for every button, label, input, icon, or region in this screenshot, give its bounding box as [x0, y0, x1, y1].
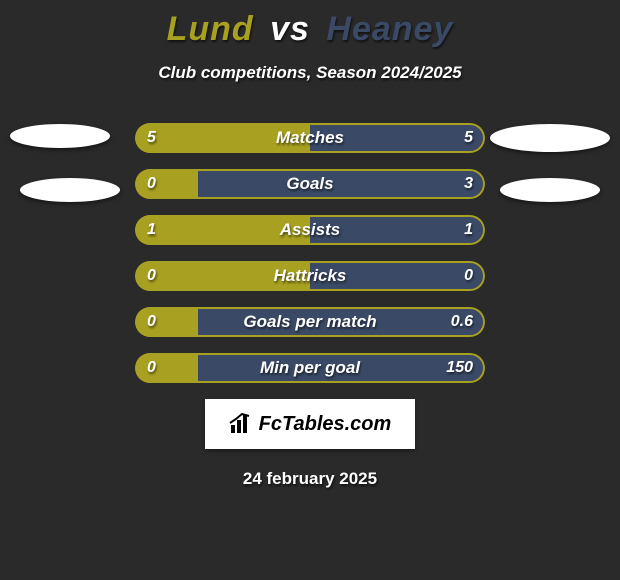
- stat-right-fill: [198, 307, 485, 337]
- vs-label: vs: [270, 10, 310, 48]
- stat-right-fill: [310, 261, 485, 291]
- player1-name: Lund: [167, 10, 254, 48]
- stat-row-goals-per-match: Goals per match00.6: [135, 307, 485, 337]
- stat-left-fill: [135, 215, 310, 245]
- date-label: 24 february 2025: [0, 469, 620, 489]
- container: Lund vs Heaney Club competitions, Season…: [0, 0, 620, 580]
- left-ellipse-0: [10, 124, 110, 148]
- stat-left-fill: [135, 307, 198, 337]
- logo-box: FcTables.com: [205, 399, 415, 449]
- chart-icon: [229, 413, 253, 435]
- stats-area: Matches55 Goals03 Assists11 Hattricks00 Goal…: [0, 123, 620, 383]
- logo-text: FcTables.com: [259, 413, 392, 436]
- subtitle: Club competitions, Season 2024/2025: [0, 63, 620, 83]
- stat-left-fill: [135, 261, 310, 291]
- player2-name: Heaney: [326, 10, 453, 48]
- stat-right-fill: [198, 169, 485, 199]
- right-ellipse-0: [490, 124, 610, 152]
- title-row: Lund vs Heaney: [0, 0, 620, 49]
- stat-row-assists: Assists11: [135, 215, 485, 245]
- stat-right-fill: [198, 353, 485, 383]
- stat-right-fill: [310, 123, 485, 153]
- stat-left-fill: [135, 169, 198, 199]
- left-ellipse-1: [20, 178, 120, 202]
- stat-row-matches: Matches55: [135, 123, 485, 153]
- stat-row-min-per-goal: Min per goal0150: [135, 353, 485, 383]
- right-ellipse-1: [500, 178, 600, 202]
- stat-left-fill: [135, 123, 310, 153]
- stat-right-fill: [310, 215, 485, 245]
- stat-left-fill: [135, 353, 198, 383]
- stat-row-hattricks: Hattricks00: [135, 261, 485, 291]
- stat-row-goals: Goals03: [135, 169, 485, 199]
